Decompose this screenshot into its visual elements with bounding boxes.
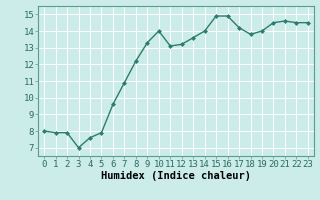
X-axis label: Humidex (Indice chaleur): Humidex (Indice chaleur) <box>101 171 251 181</box>
